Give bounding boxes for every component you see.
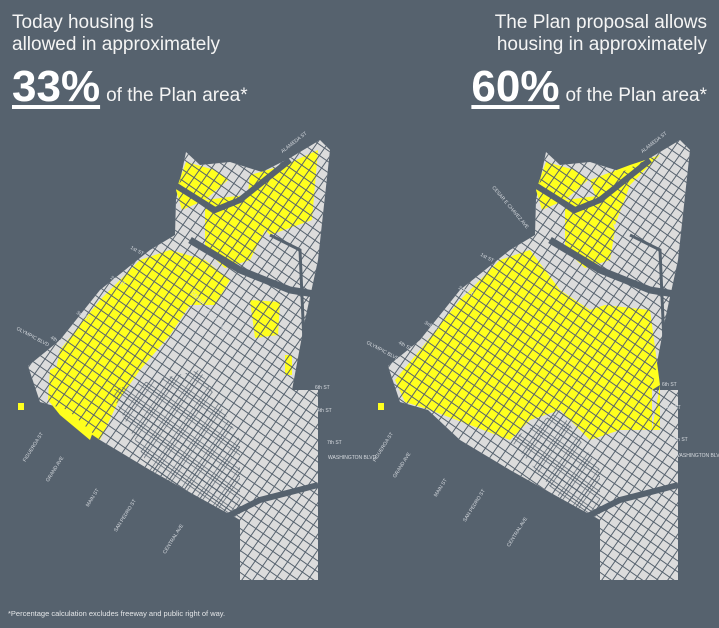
alameda-street <box>629 233 668 391</box>
street-label: 7th ST <box>327 440 342 446</box>
caption-line-2: housing in approximately <box>496 34 707 55</box>
street-grid <box>28 140 330 580</box>
street-grid <box>388 140 690 580</box>
freeway <box>548 236 681 299</box>
street-label: 6th ST <box>315 385 330 391</box>
proposed-percentage: 60% <box>471 62 560 111</box>
freeway <box>188 236 321 299</box>
stat-row: 33% of the Plan area* <box>12 65 248 109</box>
caption-line-2: allowed in approximately <box>12 34 221 55</box>
street-label: WASHINGTON BLVD <box>675 453 719 459</box>
map-graphic <box>378 140 690 580</box>
freeway-101 <box>173 157 292 214</box>
caption-line-1: The Plan proposal allows <box>494 12 707 33</box>
freeway-101 <box>533 157 652 214</box>
current-zoning-map: CESAR E CHAVEZ AVE ALAMEDA ST 1st ST 2nd… <box>0 131 376 610</box>
freeway-10 <box>568 482 679 528</box>
stat-suffix: of the Plan area* <box>106 85 248 106</box>
caption-line-1: Today housing is <box>12 12 154 33</box>
proposed-housing-caption: The Plan proposal allows housing in appr… <box>471 12 707 109</box>
street-label: 4th ST <box>666 405 681 411</box>
current-housing-caption: Today housing is allowed in approximatel… <box>12 12 248 109</box>
stat-suffix: of the Plan area* <box>565 85 707 106</box>
current-percentage: 33% <box>12 62 101 111</box>
stat-row: 60% of the Plan area* <box>471 65 707 109</box>
freeway-10 <box>208 482 319 528</box>
street-label: 7th ST <box>673 437 688 443</box>
alameda-street <box>269 233 308 391</box>
street-grid-fine <box>110 370 240 520</box>
street-label: 6th ST <box>662 382 677 388</box>
proposed-zoning-map: CESAR E CHAVEZ AVE ALAMEDA ST 1st ST 2nd… <box>360 131 719 610</box>
street-label: WASHINGTON BLVD <box>328 455 377 461</box>
street-label: 4th ST <box>317 408 332 414</box>
footnote: *Percentage calculation excludes freeway… <box>8 609 226 618</box>
map-graphic <box>18 140 330 580</box>
street-grid-fine <box>510 410 600 520</box>
